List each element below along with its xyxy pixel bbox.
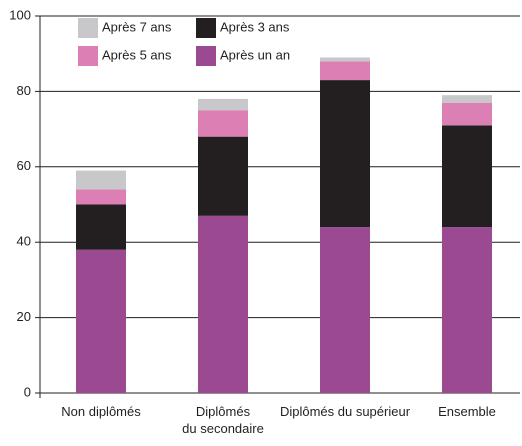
legend-label: Après 7 ans	[102, 19, 172, 34]
x-tick-label: Non diplômés	[61, 404, 141, 419]
bar-segment	[198, 215, 248, 393]
bar-segment	[76, 189, 126, 205]
legend-label: Après 3 ans	[220, 19, 290, 34]
y-tick-label: 80	[17, 83, 31, 98]
legend-swatch	[196, 46, 216, 66]
y-tick-label: 100	[9, 7, 31, 22]
y-tick-label: 40	[17, 234, 31, 249]
legend-swatch	[78, 46, 98, 66]
legend-label: Après un an	[220, 47, 290, 62]
legend-swatch	[78, 18, 98, 38]
bar-segment	[76, 204, 126, 250]
bar-segment	[320, 61, 370, 81]
bar-segment	[198, 110, 248, 137]
bar-segment	[198, 98, 248, 111]
bar-segment	[320, 57, 370, 62]
bar-segment	[442, 95, 492, 103]
bar-segment	[76, 249, 126, 393]
bar-segment	[320, 227, 370, 393]
legend-swatch	[196, 18, 216, 38]
bar-segment	[442, 227, 492, 393]
bar-segment	[198, 136, 248, 216]
bar-segment	[442, 125, 492, 228]
bar-segment	[76, 170, 126, 190]
bar-segment	[442, 102, 492, 126]
y-tick-label: 0	[24, 384, 31, 399]
y-tick-label: 60	[17, 158, 31, 173]
x-tick-label: Ensemble	[438, 404, 496, 419]
x-tick-label: Diplômés du secondaire	[182, 404, 264, 436]
bar-segment	[320, 80, 370, 228]
legend-label: Après 5 ans	[102, 47, 172, 62]
y-tick-label: 20	[17, 309, 31, 324]
x-tick-label: Diplômés du supérieur	[280, 404, 411, 419]
